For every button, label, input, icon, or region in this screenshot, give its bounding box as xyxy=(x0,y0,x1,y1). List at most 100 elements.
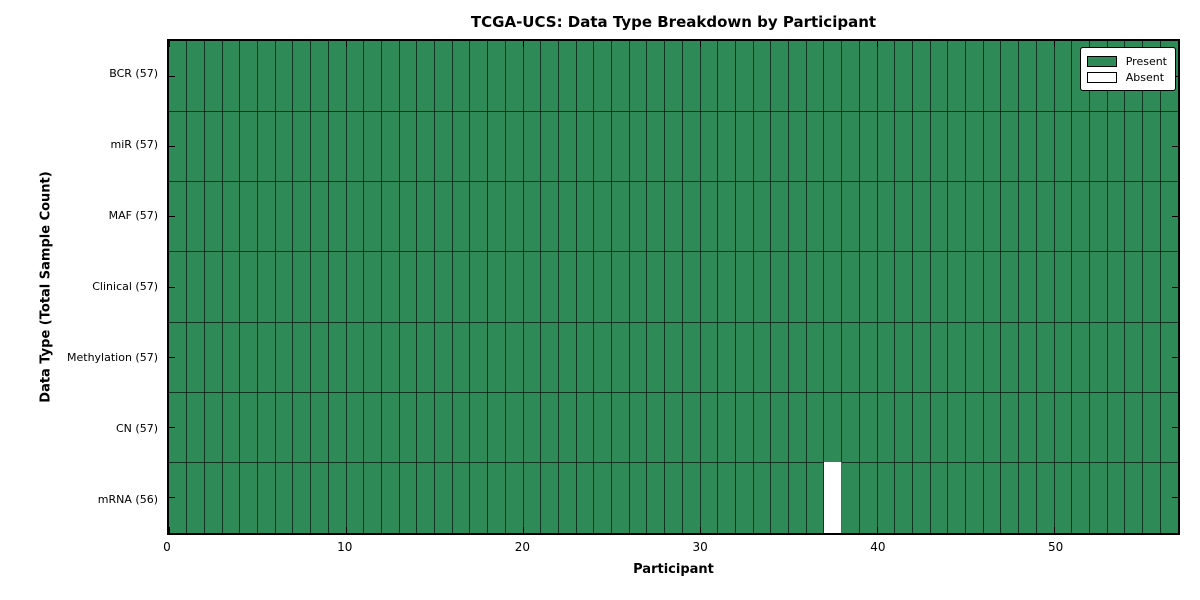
cell-edge-line xyxy=(681,41,683,533)
cell-edge-line xyxy=(1071,41,1073,533)
cell-edge-line xyxy=(911,41,913,533)
row-boundary-line xyxy=(169,251,1178,253)
x-axis-label: Participant xyxy=(633,562,714,577)
x-tick-mark xyxy=(522,41,524,47)
cell-edge-line xyxy=(203,41,205,533)
y-tick-mark xyxy=(1172,145,1178,147)
y-tick-label: BCR (57) xyxy=(109,67,158,81)
cell-edge-line xyxy=(186,41,188,533)
present-swatch-icon xyxy=(1086,55,1117,67)
legend-item-absent: Absent xyxy=(1086,69,1167,85)
x-tick-mark xyxy=(876,527,878,533)
y-tick-label: CN (57) xyxy=(116,421,158,435)
cell-edge-line xyxy=(434,41,436,533)
legend-label-absent: Absent xyxy=(1125,70,1165,84)
x-tick-mark xyxy=(345,41,347,47)
cell-edge-line xyxy=(1000,41,1002,533)
cell-edge-line xyxy=(752,41,754,533)
cell-edge-line xyxy=(469,41,471,533)
cell-edge-line xyxy=(664,41,666,533)
x-tick-mark xyxy=(345,527,347,533)
plot-area: Present Absent xyxy=(167,39,1180,535)
chart-title: TCGA-UCS: Data Type Breakdown by Partici… xyxy=(470,13,877,31)
row-boundary-line xyxy=(169,181,1178,183)
cell-edge-line xyxy=(292,41,294,533)
y-tick-mark xyxy=(169,427,175,429)
absent-cell xyxy=(823,461,842,533)
cell-edge-line xyxy=(646,41,648,533)
row-boundary-line xyxy=(169,462,1178,464)
cell-edge-line xyxy=(557,41,559,533)
row-boundary-line xyxy=(169,391,1178,393)
y-tick-mark xyxy=(1172,216,1178,218)
cell-edge-line xyxy=(876,41,878,533)
cell-edge-line xyxy=(1142,41,1144,533)
cell-edge-line xyxy=(1106,41,1108,533)
cell-edge-line xyxy=(611,41,613,533)
cell-edge-line xyxy=(451,41,453,533)
x-tick-mark xyxy=(1053,527,1055,533)
cell-edge-line xyxy=(363,41,365,533)
cell-edge-line xyxy=(522,41,524,533)
cell-edge-line xyxy=(416,41,418,533)
cell-edge-line xyxy=(540,41,542,533)
cell-edge-line xyxy=(327,41,329,533)
y-tick-label: mRNA (56) xyxy=(97,492,158,506)
cell-edge-line xyxy=(788,41,790,533)
x-tick-mark xyxy=(699,527,701,533)
y-tick-mark xyxy=(1172,286,1178,288)
y-tick-mark xyxy=(169,75,175,77)
x-tick-mark xyxy=(1053,41,1055,47)
y-tick-mark xyxy=(169,356,175,358)
cell-edge-line xyxy=(380,41,382,533)
x-tick-label: 40 xyxy=(870,540,886,554)
cell-edge-line xyxy=(1053,41,1055,533)
x-tick-label: 0 xyxy=(163,540,171,554)
y-tick-label: Clinical (57) xyxy=(92,280,158,293)
y-tick-mark xyxy=(1172,427,1178,429)
absent-swatch-icon xyxy=(1086,71,1117,83)
legend: Present Absent xyxy=(1079,47,1176,91)
y-tick-mark xyxy=(1172,497,1178,499)
cell-edge-line xyxy=(823,41,825,533)
y-tick-label: miR (57) xyxy=(110,138,159,152)
x-tick-mark xyxy=(168,527,170,533)
cell-edge-line xyxy=(841,41,843,533)
cell-edge-line xyxy=(239,41,241,533)
cell-edge-line xyxy=(770,41,772,533)
y-tick-mark xyxy=(1172,356,1178,358)
cell-edge-line xyxy=(1088,41,1090,533)
x-tick-mark xyxy=(522,527,524,533)
legend-label-present: Present xyxy=(1125,54,1167,68)
row-boundary-line xyxy=(169,321,1178,323)
cell-edge-line xyxy=(575,41,577,533)
cell-edge-line xyxy=(947,41,949,533)
cell-edge-line xyxy=(717,41,719,533)
cell-edge-line xyxy=(982,41,984,533)
cell-edge-line xyxy=(274,41,276,533)
x-tick-mark xyxy=(168,41,170,47)
y-tick-mark xyxy=(169,145,175,147)
cell-edge-line xyxy=(1018,41,1020,533)
cell-edge-line xyxy=(221,41,223,533)
x-tick-mark xyxy=(876,41,878,47)
x-tick-label: 10 xyxy=(337,540,353,554)
x-tick-mark xyxy=(699,41,701,47)
row-boundary-line xyxy=(169,110,1178,112)
x-tick-label: 30 xyxy=(692,540,708,554)
legend-item-present: Present xyxy=(1086,53,1167,69)
y-tick-mark xyxy=(169,216,175,218)
cell-edge-line xyxy=(398,41,400,533)
cell-edge-line xyxy=(487,41,489,533)
cell-edge-line xyxy=(1124,41,1126,533)
cell-edge-line xyxy=(858,41,860,533)
cell-edge-line xyxy=(929,41,931,533)
x-tick-label: 20 xyxy=(514,540,531,554)
cell-edge-line xyxy=(593,41,595,533)
y-tick-label: Methylation (57) xyxy=(67,350,158,364)
cell-edge-line xyxy=(345,41,347,533)
cell-edge-line xyxy=(1035,41,1037,533)
cell-edge-line xyxy=(504,41,506,533)
cell-edge-line xyxy=(310,41,312,533)
